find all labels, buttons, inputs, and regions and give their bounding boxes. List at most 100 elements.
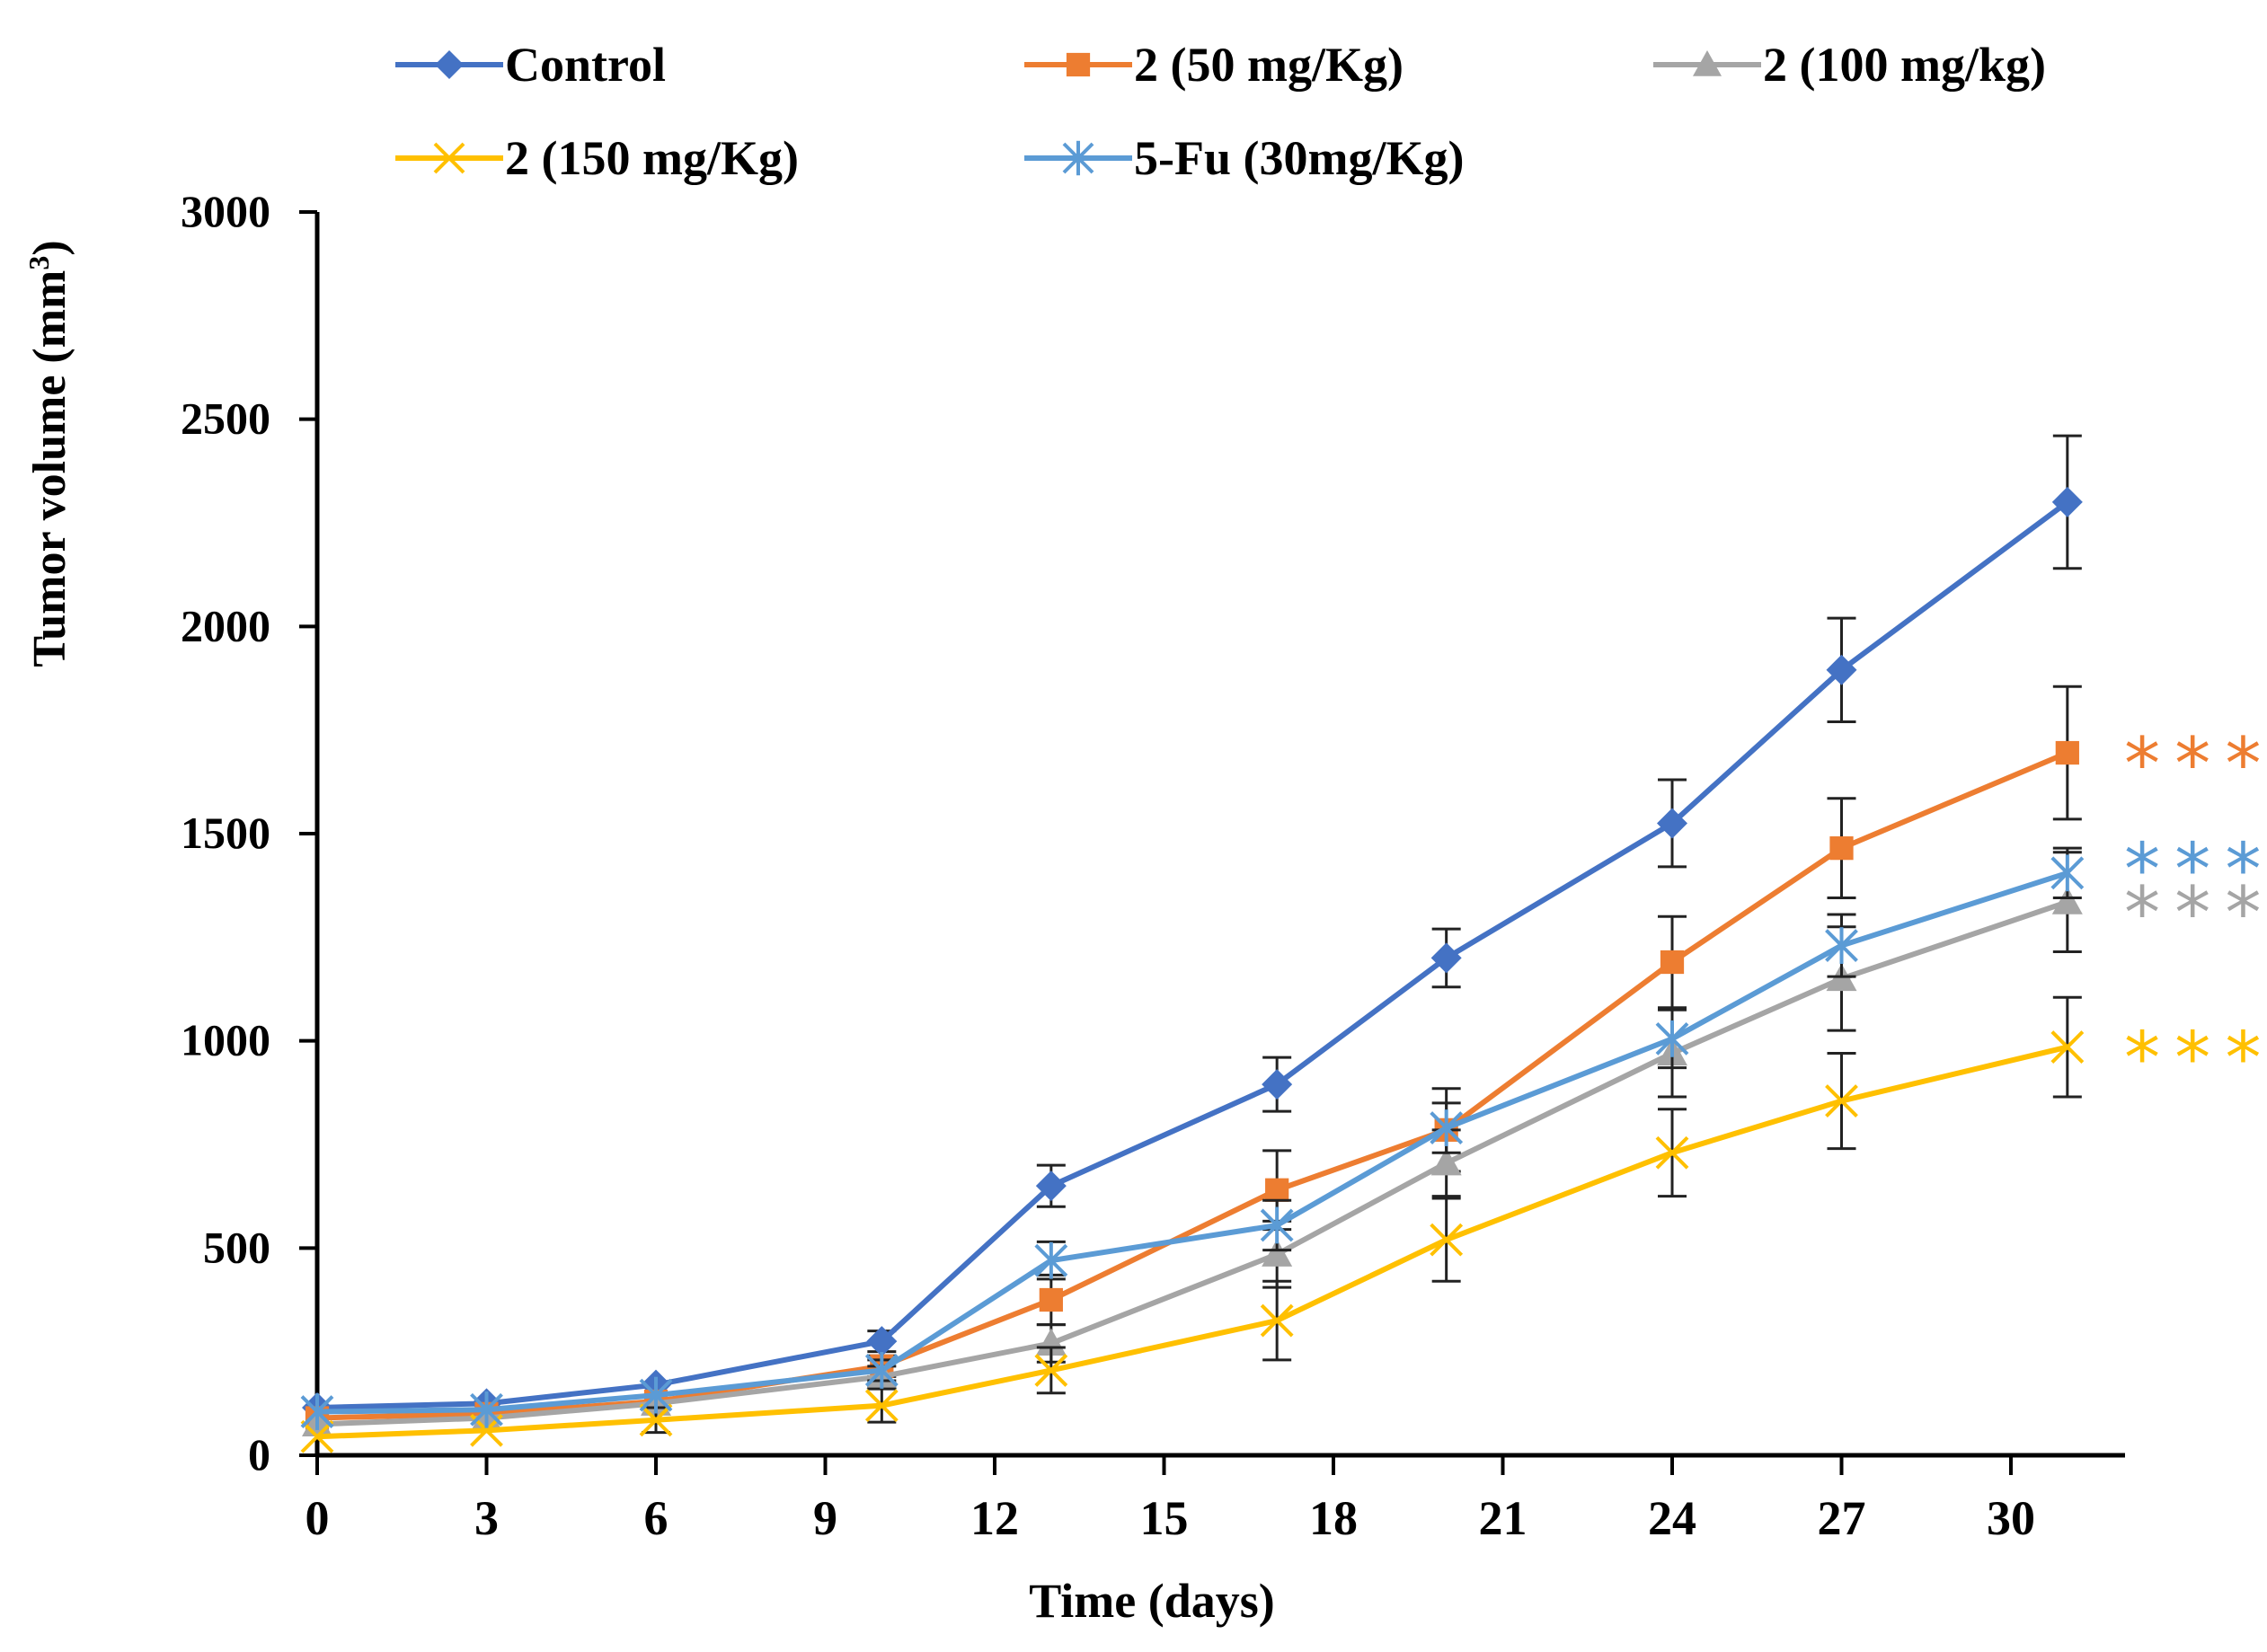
marker-stroke — [639, 1403, 673, 1437]
data-point — [1657, 808, 1687, 839]
marker-stroke — [1825, 1084, 1858, 1118]
y-axis-title-end: ) — [24, 240, 75, 255]
y-axis-title-superscript: 3 — [22, 256, 55, 270]
marker-stroke — [433, 142, 465, 174]
legend: Control 2 (50 mg/Kg) 2 (100 mg/kg) 2 (150 m… — [395, 38, 2046, 185]
data-point — [1034, 1354, 1068, 1387]
significance-annotations: ************ — [2121, 722, 2267, 1100]
data-point — [864, 1389, 899, 1423]
data-point — [1655, 1020, 1689, 1057]
legend-item: 2 (100 mg/kg) — [1653, 38, 2046, 92]
x-tick-label: 21 — [1479, 1491, 1528, 1545]
legend-label: 2 (100 mg/kg) — [1763, 38, 2046, 92]
data-point — [1825, 1084, 1858, 1118]
legend-item: 2 (150 mg/Kg) — [395, 131, 799, 185]
data-point — [866, 1326, 898, 1357]
data-point — [1265, 1178, 1289, 1202]
data-point — [1035, 1171, 1067, 1202]
y-tick-label: 2000 — [181, 600, 270, 650]
data-point — [1260, 1303, 1294, 1338]
marker-stroke — [1655, 1135, 1689, 1170]
series-4 — [300, 846, 2085, 1430]
data-point — [1660, 950, 1685, 975]
y-tick-label: 1000 — [181, 1015, 270, 1065]
data-point — [1693, 50, 1722, 76]
x-axis-title: Time (days) — [1029, 1574, 1275, 1628]
data-point — [433, 142, 465, 174]
marker-stroke — [1430, 1223, 1464, 1257]
significance-stars: *** — [2121, 1017, 2267, 1100]
series-line — [316, 750, 2069, 1421]
data-point — [1430, 942, 1462, 974]
data-point — [2050, 854, 2085, 892]
axes-layer: 0 500 1000 1500 2000 2500 3000 0 3 6 9 12 15 18 21 24 27… — [181, 186, 2125, 1545]
data-point — [2051, 486, 2083, 517]
series-2 — [302, 851, 2083, 1436]
data-point — [2051, 887, 2083, 914]
y-tick-label: 3000 — [181, 186, 270, 236]
series-0 — [302, 434, 2083, 1423]
marker-stroke — [300, 1419, 334, 1453]
y-tick-label: 2500 — [181, 393, 270, 444]
series-3 — [300, 995, 2085, 1453]
x-tick-label: 15 — [1140, 1491, 1189, 1545]
marker-stroke — [2050, 1030, 2085, 1065]
data-point — [639, 1376, 673, 1414]
data-point — [1039, 1287, 1063, 1312]
significance-stars: *** — [2121, 828, 2267, 912]
y-tick-label: 500 — [203, 1222, 270, 1272]
series-line — [316, 1044, 2068, 1440]
data-point — [1262, 1239, 1293, 1267]
series-1 — [305, 685, 2082, 1430]
x-tick-label: 12 — [970, 1491, 1019, 1545]
y-axis-title-main: Tumor volume (mm — [24, 270, 75, 667]
data-point — [1034, 1241, 1068, 1279]
x-tick-label: 24 — [1648, 1491, 1696, 1545]
series-line — [316, 899, 2068, 1427]
data-point — [1260, 1206, 1294, 1244]
x-tick-label: 9 — [813, 1491, 837, 1545]
significance-stars: *** — [2121, 871, 2267, 955]
x-tick-label: 6 — [644, 1491, 669, 1545]
significance-stars: *** — [2121, 722, 2267, 806]
legend-label: Control — [505, 38, 666, 92]
x-tick-label: 30 — [1987, 1491, 2035, 1545]
series-line — [316, 870, 2068, 1415]
series-layer — [300, 434, 2085, 1453]
x-tick-label: 27 — [1818, 1491, 1866, 1545]
data-point — [2050, 1030, 2085, 1065]
marker-stroke — [864, 1389, 899, 1423]
data-point — [2055, 740, 2079, 765]
data-point — [1825, 927, 1858, 964]
legend-item: 5-Fu (30mg/Kg) — [1024, 131, 1464, 185]
data-point — [1826, 654, 1857, 685]
data-point — [1430, 1147, 1462, 1176]
y-tick-label: 1500 — [181, 808, 270, 858]
x-tick-label: 0 — [306, 1491, 330, 1545]
data-point — [300, 1393, 334, 1430]
legend-label: 2 (150 mg/Kg) — [505, 131, 799, 185]
data-point — [1829, 836, 1854, 861]
data-point — [864, 1352, 899, 1389]
legend-item: 2 (50 mg/Kg) — [1024, 38, 1404, 92]
legend-label: 2 (50 mg/Kg) — [1134, 38, 1404, 92]
data-point — [300, 1419, 334, 1453]
data-point — [1430, 1223, 1464, 1257]
y-tick-label: 0 — [248, 1429, 270, 1480]
data-point — [435, 50, 464, 79]
data-point — [1062, 140, 1094, 176]
data-point — [470, 1391, 503, 1428]
data-point — [1262, 1069, 1293, 1100]
data-point — [1655, 1135, 1689, 1170]
y-axis-title: Tumor volume (mm3) — [22, 240, 75, 667]
legend-item: Control — [395, 38, 666, 92]
x-tick-label: 18 — [1309, 1491, 1358, 1545]
marker-stroke — [1260, 1303, 1294, 1338]
marker-stroke — [1034, 1354, 1068, 1387]
data-point — [1066, 52, 1091, 77]
data-point — [1430, 1109, 1464, 1146]
data-point — [639, 1403, 673, 1437]
series-line — [316, 499, 2069, 1410]
